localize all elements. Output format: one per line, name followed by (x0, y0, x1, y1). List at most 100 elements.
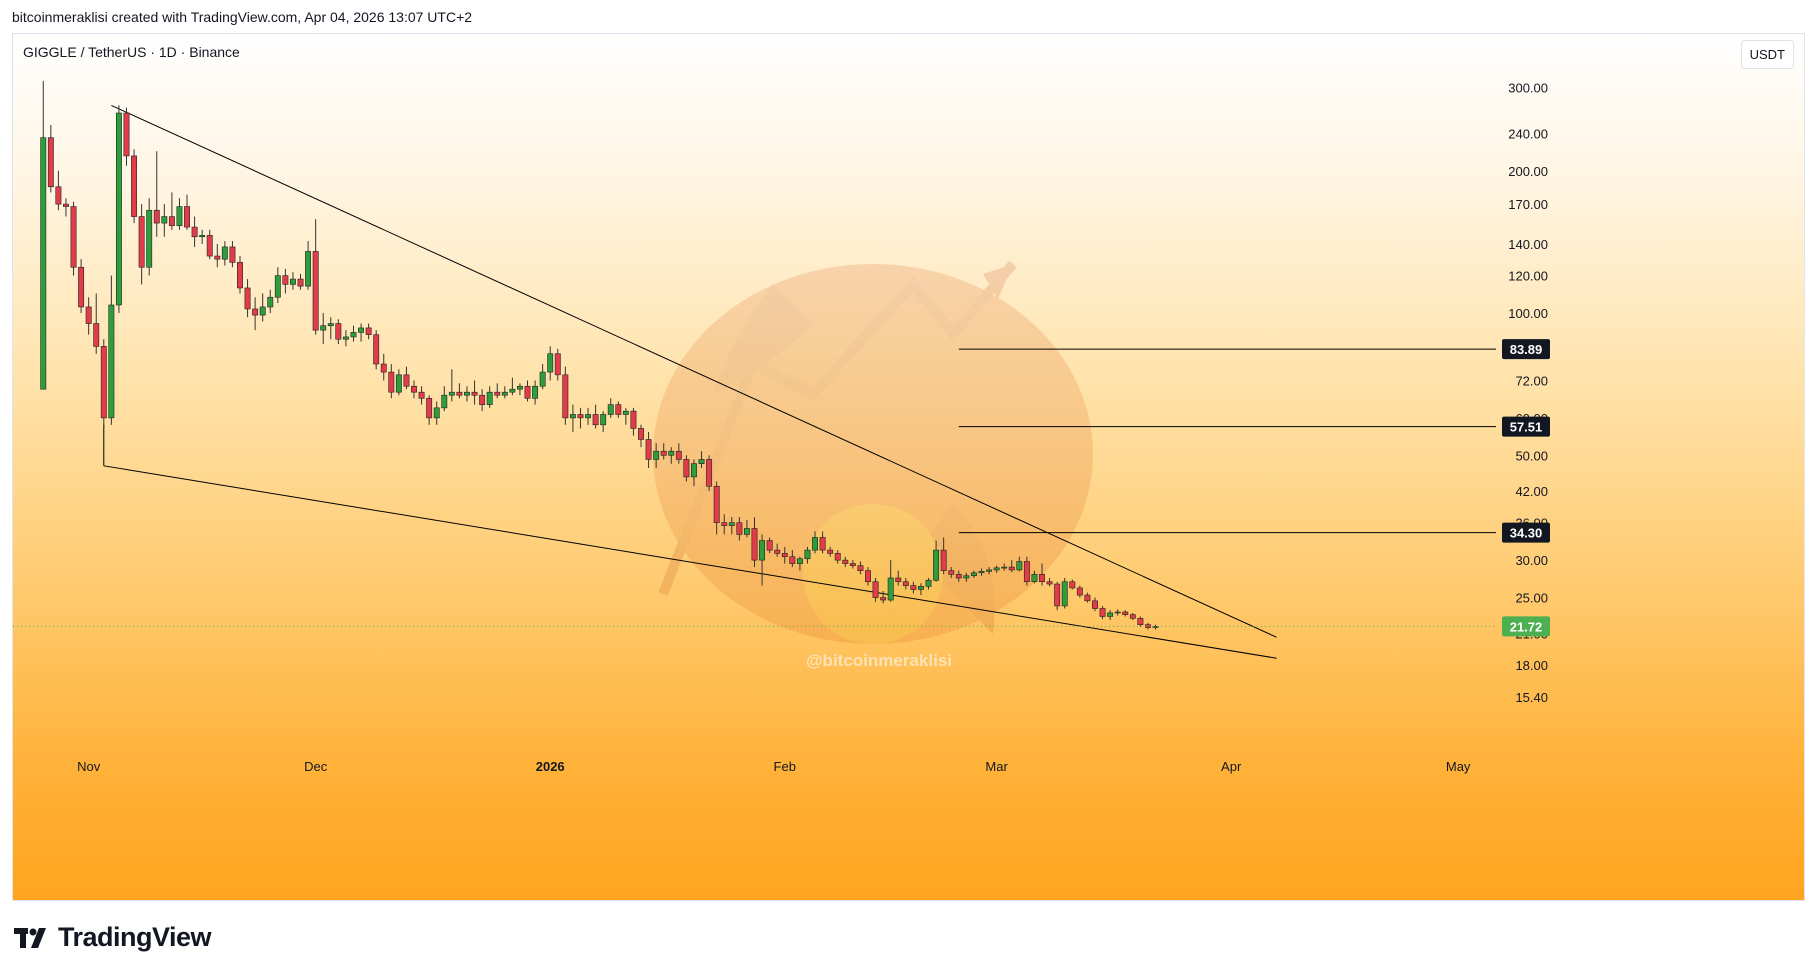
candle-body (660, 450, 667, 456)
candle-body (1001, 566, 1008, 569)
candle-body (1152, 626, 1159, 628)
candle-body (1122, 611, 1129, 615)
candle-body (259, 306, 266, 316)
x-tick-label: 2026 (536, 759, 565, 774)
candle-body (509, 388, 516, 393)
candle-body (138, 216, 145, 268)
level-price-label-bg (1502, 522, 1550, 543)
candle-body (918, 586, 924, 590)
candle-body (933, 549, 940, 581)
candle-body (433, 407, 440, 419)
level-price-label: 34.30 (1510, 526, 1543, 541)
candle-body (736, 522, 743, 535)
candle-body (1031, 573, 1038, 583)
candle-body (123, 112, 130, 157)
symbol-title[interactable]: GIGGLE / TetherUS · 1D · Binance (23, 44, 240, 60)
candle-body (615, 404, 622, 415)
candle-body (532, 385, 539, 399)
candlestick-chart[interactable]: @bitcoinmeraklisi 300.00 240.00 200.00 170.… (13, 34, 1804, 900)
candle-body (547, 353, 554, 373)
candle-body (986, 569, 993, 572)
candle-body (221, 246, 228, 260)
candle-body (539, 371, 546, 387)
candle-body (1061, 581, 1068, 607)
candle-body (252, 308, 259, 316)
candle-body (1016, 561, 1023, 571)
candle-body (426, 398, 433, 419)
candle-body (804, 549, 811, 560)
candle-body (1076, 587, 1083, 596)
candle-body (902, 581, 909, 586)
candle-body (93, 323, 100, 347)
candle-body (131, 155, 138, 217)
candle-body (728, 522, 735, 526)
x-tick-label: Feb (774, 759, 796, 774)
candle-body (1008, 566, 1015, 571)
candle-body (978, 571, 985, 574)
candle-body (1054, 583, 1061, 607)
candle-body (865, 570, 871, 583)
candle-body (342, 336, 349, 340)
level-price-label-bg (1502, 416, 1550, 437)
y-tick-label: 15.40 (1515, 690, 1548, 705)
candle-body (214, 255, 221, 260)
candle-body (191, 226, 198, 238)
candle-body (668, 450, 675, 456)
candle-body (108, 304, 115, 419)
candle-body (358, 327, 364, 333)
candle-body (418, 391, 425, 399)
y-tick-label: 42.00 (1515, 484, 1548, 499)
candle-body (880, 597, 887, 601)
candle-body (963, 575, 970, 579)
candle-body (441, 394, 448, 409)
candle-body (471, 391, 478, 396)
candle-body (448, 391, 455, 396)
candle-body (274, 275, 281, 298)
level-price-label: 83.89 (1510, 342, 1543, 357)
candle-body (206, 235, 213, 257)
candle-body (282, 275, 289, 285)
candle-body (607, 404, 614, 415)
candle-body (827, 549, 834, 554)
y-tick-label: 18.00 (1515, 658, 1548, 673)
x-tick-label: May (1446, 759, 1471, 774)
y-tick-label: 50.00 (1515, 448, 1548, 463)
currency-button[interactable]: USDT (1740, 40, 1794, 69)
candle-body (373, 334, 380, 365)
candle-body (78, 266, 85, 308)
candle-body (759, 540, 766, 561)
candle-body (857, 565, 864, 571)
candle-body (577, 414, 584, 419)
candle-body (940, 549, 947, 571)
candle-body (630, 410, 637, 429)
candle-body (743, 528, 750, 535)
candle-body (955, 573, 962, 579)
x-tick-label: Nov (77, 759, 101, 774)
candle-body (153, 209, 160, 224)
x-tick-label: Dec (304, 759, 328, 774)
trendline-upper (111, 104, 1277, 638)
candle-body (948, 570, 955, 575)
tradingview-logo[interactable]: TradingView (14, 922, 212, 953)
chart-panel[interactable]: @bitcoinmeraklisi 300.00 240.00 200.00 170.… (12, 33, 1805, 901)
candle-body (554, 353, 561, 376)
candle-body (1114, 611, 1121, 614)
candle-body (199, 235, 206, 238)
candle-body (698, 459, 705, 464)
candle-body (925, 579, 932, 587)
candle-body (1099, 608, 1106, 617)
candle-body (1023, 561, 1030, 583)
candle-body (691, 463, 697, 478)
candle-body (297, 278, 304, 287)
candle-body (993, 567, 1000, 571)
candle-body (1129, 614, 1136, 619)
candle-body (849, 563, 856, 566)
candle-body (569, 414, 576, 419)
candle-body (184, 206, 190, 228)
candle-body (1069, 581, 1076, 589)
candle-body (168, 216, 175, 227)
candle-body (320, 325, 327, 331)
candle-body (146, 209, 153, 268)
candle-body (464, 391, 470, 396)
candle-body (456, 391, 463, 396)
